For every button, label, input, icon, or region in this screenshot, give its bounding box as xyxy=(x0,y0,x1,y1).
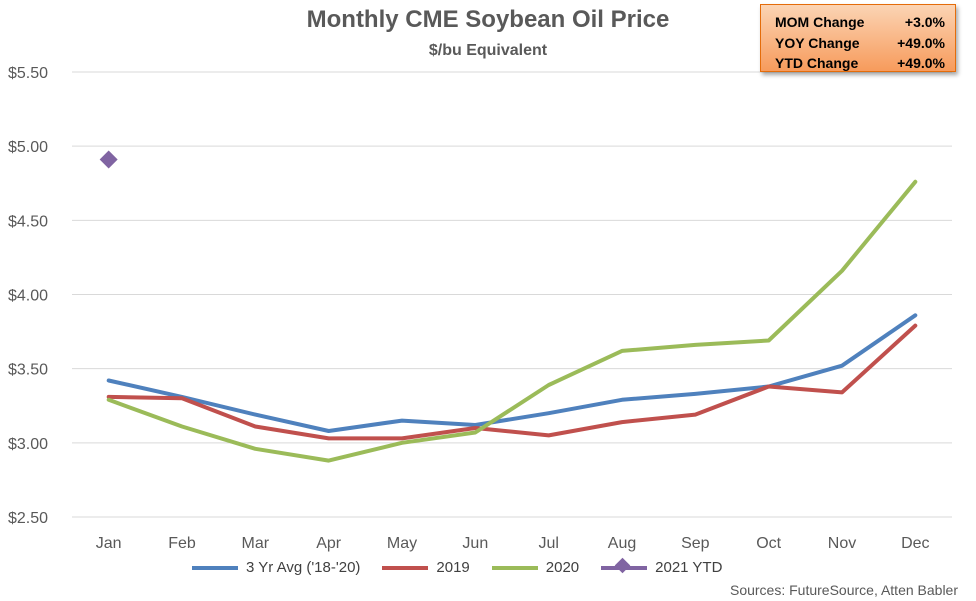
x-tick-label: Jun xyxy=(462,535,488,552)
x-tick-label: Nov xyxy=(828,535,856,552)
yoy-change-row: YOY Change +49.0% xyxy=(775,33,945,54)
y-tick-label: $3.50 xyxy=(8,362,48,379)
y-tick-label: $5.00 xyxy=(8,139,48,156)
x-tick-label: Feb xyxy=(168,535,196,552)
mom-change-row: MOM Change +3.0% xyxy=(775,12,945,33)
yoy-change-label: YOY Change xyxy=(775,34,860,51)
legend-swatch-2021-ytd xyxy=(601,557,648,573)
x-tick-label: Dec xyxy=(901,535,929,552)
chart-title: Monthly CME Soybean Oil Price xyxy=(306,6,670,33)
y-tick-label: $2.50 xyxy=(8,510,48,527)
y-tick-label: $5.50 xyxy=(8,65,48,82)
y-tick-label: $3.00 xyxy=(8,436,48,453)
x-tick-label: Jan xyxy=(96,535,122,552)
legend: 3 Yr Avg ('18-'20) 2019 2020 2021 YTD xyxy=(192,557,744,576)
x-tick-label: Mar xyxy=(242,535,270,552)
legend-item-2020: 2020 xyxy=(491,559,580,576)
x-tick-label: Sep xyxy=(681,535,710,552)
legend-label-3yr-avg: 3 Yr Avg ('18-'20) xyxy=(246,559,361,576)
mom-change-label: MOM Change xyxy=(775,14,865,30)
x-tick-label: Aug xyxy=(608,535,636,552)
legend-swatch-2019 xyxy=(382,565,429,570)
y-tick-label: $4.00 xyxy=(8,288,48,305)
legend-swatch-3yr-avg xyxy=(192,565,238,570)
x-tick-label: Oct xyxy=(756,535,781,552)
y-tick-label: $4.50 xyxy=(8,213,48,230)
ytd-change-row: YTD Change +49.0% xyxy=(775,53,945,74)
data-point-2021-ytd xyxy=(99,150,118,169)
chart-subtitle: $/bu Equivalent xyxy=(428,42,548,59)
x-tick-label: May xyxy=(387,535,417,552)
mom-change-value: +3.0% xyxy=(904,14,945,30)
legend-label-2021-ytd: 2021 YTD xyxy=(655,559,723,576)
yoy-change-value: +49.0% xyxy=(897,34,945,51)
ytd-change-value: +49.0% xyxy=(897,55,945,71)
legend-item-2021-ytd: 2021 YTD xyxy=(601,557,723,576)
x-tick-label: Apr xyxy=(316,535,342,552)
diamond-icon xyxy=(614,557,631,573)
legend-label-2020: 2020 xyxy=(545,559,580,576)
legend-swatch-2020 xyxy=(491,565,538,570)
series-line-3-yr-avg-18-20 xyxy=(106,313,918,433)
legend-item-2019: 2019 xyxy=(382,559,470,576)
sources-note: Sources: FutureSource, Atten Babler xyxy=(729,582,958,598)
legend-label-2019: 2019 xyxy=(436,559,470,576)
legend-item-3yr-avg: 3 Yr Avg ('18-'20) xyxy=(192,559,360,576)
ytd-change-label: YTD Change xyxy=(775,55,859,71)
x-tick-label: Jul xyxy=(538,535,558,552)
change-summary-box: MOM Change +3.0% YOY Change +49.0% YTD C… xyxy=(760,4,956,72)
series-line-2020 xyxy=(106,179,918,463)
series-line-2019 xyxy=(106,323,918,441)
